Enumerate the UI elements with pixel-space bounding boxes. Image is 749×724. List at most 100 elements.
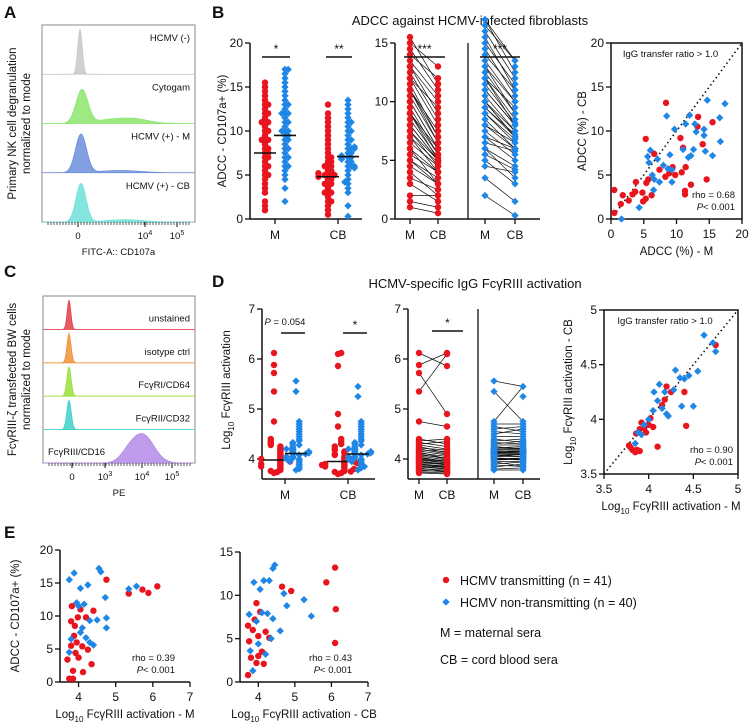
b1-point (261, 141, 269, 148)
b1-point (281, 74, 289, 82)
b2-point (406, 75, 414, 82)
b1-point (281, 184, 289, 192)
b2-pair-line (484, 113, 516, 143)
d3-point (680, 375, 689, 383)
b3-point (703, 96, 711, 104)
b3-point (632, 188, 639, 195)
b2-x-tick-label: CB (507, 228, 524, 242)
d2-pair-line (418, 438, 448, 442)
b2-point (406, 33, 414, 41)
e2-point (256, 585, 264, 593)
b3-point (700, 125, 708, 133)
panel-a-track-label: Cytogam (152, 82, 190, 93)
b1-y-tick-label: 0 (236, 212, 243, 226)
b2-point (511, 197, 519, 206)
d1-point (258, 455, 265, 463)
b1-point (265, 145, 272, 152)
e2-point (331, 639, 339, 647)
b2-point (434, 192, 442, 199)
panel-label-b: B (212, 3, 224, 22)
b2-pair-line (409, 124, 439, 161)
b1-point (281, 70, 289, 78)
d1-point (357, 455, 365, 463)
b3-point (721, 100, 729, 108)
b2-y-tick-label: 15 (375, 36, 389, 50)
e1-point (84, 646, 92, 653)
b1-point (281, 166, 289, 175)
d2-point (443, 349, 451, 357)
b3-point (668, 178, 676, 186)
e1-point (74, 614, 82, 621)
b2-point (434, 92, 442, 100)
e1-point (71, 622, 79, 630)
b3-y-tick-label: 15 (591, 80, 605, 94)
e2-point (250, 578, 258, 587)
b2-point (434, 75, 442, 82)
d2-pair-line (418, 460, 448, 466)
d3-ylabel-rest: FcγRIII activation - CB (563, 319, 575, 437)
b1-point (324, 145, 332, 152)
b1-point (344, 114, 352, 122)
d2-pair-line (493, 467, 524, 470)
d2-pair-line (418, 352, 448, 367)
b3-point (639, 189, 646, 196)
b2-pair-line (484, 124, 516, 149)
tick-base: 10 (170, 231, 181, 242)
b2-point (481, 103, 489, 112)
b3-point (694, 113, 702, 121)
panel-c-ylabel: normalized to mode (21, 329, 33, 430)
d3-y-tick-label: 5 (590, 303, 597, 317)
b3-point (716, 137, 725, 146)
b1-point (281, 122, 289, 131)
e1-rho: rho = 0.39 (132, 653, 175, 664)
b3-point (681, 191, 689, 198)
d2-point (443, 435, 451, 443)
b3-x-tick-label: 0 (608, 227, 615, 241)
b2-point (406, 39, 414, 47)
d2-pair-line (418, 451, 448, 460)
b2-pair-line (409, 154, 439, 173)
d2-pair-line (493, 426, 524, 432)
b3-point (632, 178, 640, 186)
b2-significance-label: *** (493, 42, 507, 56)
e1-x-tick-label: 6 (150, 690, 157, 704)
d1-point (292, 377, 300, 385)
b1-point (347, 158, 355, 166)
d2-pair-line (493, 457, 524, 460)
b2-point (481, 68, 489, 77)
d3-point (682, 422, 690, 430)
e2-point (331, 564, 339, 571)
d1-point (282, 445, 291, 453)
d1-point (334, 362, 342, 370)
legend-transmitting-label: HCMV transmitting (n = 41) (460, 574, 612, 588)
d1-ylabel-log: Log (221, 431, 233, 450)
b2-pair-line (484, 19, 516, 73)
panel-a-track-label: HCMV (+) - M (131, 132, 190, 143)
d2-x-tick-label: M (414, 488, 424, 502)
b2-point (406, 163, 414, 170)
e2-y-tick-label: 0 (226, 675, 233, 689)
b2-pair-line (484, 31, 516, 79)
b1-point (284, 65, 292, 74)
b2-point (481, 97, 489, 106)
b2-point (481, 133, 489, 141)
d1-point (295, 451, 303, 459)
b1-point (328, 180, 335, 187)
b2-pair-line (409, 66, 439, 102)
b2-pair-line (484, 77, 516, 120)
d3-point (700, 331, 708, 339)
b1-point (344, 166, 352, 175)
p-rest: = 0.054 (271, 317, 306, 328)
e1-point (90, 607, 97, 614)
b1-point (284, 127, 292, 135)
b1-point (324, 185, 332, 192)
b1-point (261, 207, 269, 214)
b1-point (324, 110, 332, 117)
d2-pair-line (418, 458, 448, 464)
e1-point (64, 656, 71, 663)
d3-xlabel: Log10 FcγRIII activation - M (601, 501, 740, 516)
b2-point (481, 27, 489, 35)
e1-point (125, 590, 132, 597)
e2-point (288, 587, 295, 595)
b2-point (481, 191, 489, 200)
